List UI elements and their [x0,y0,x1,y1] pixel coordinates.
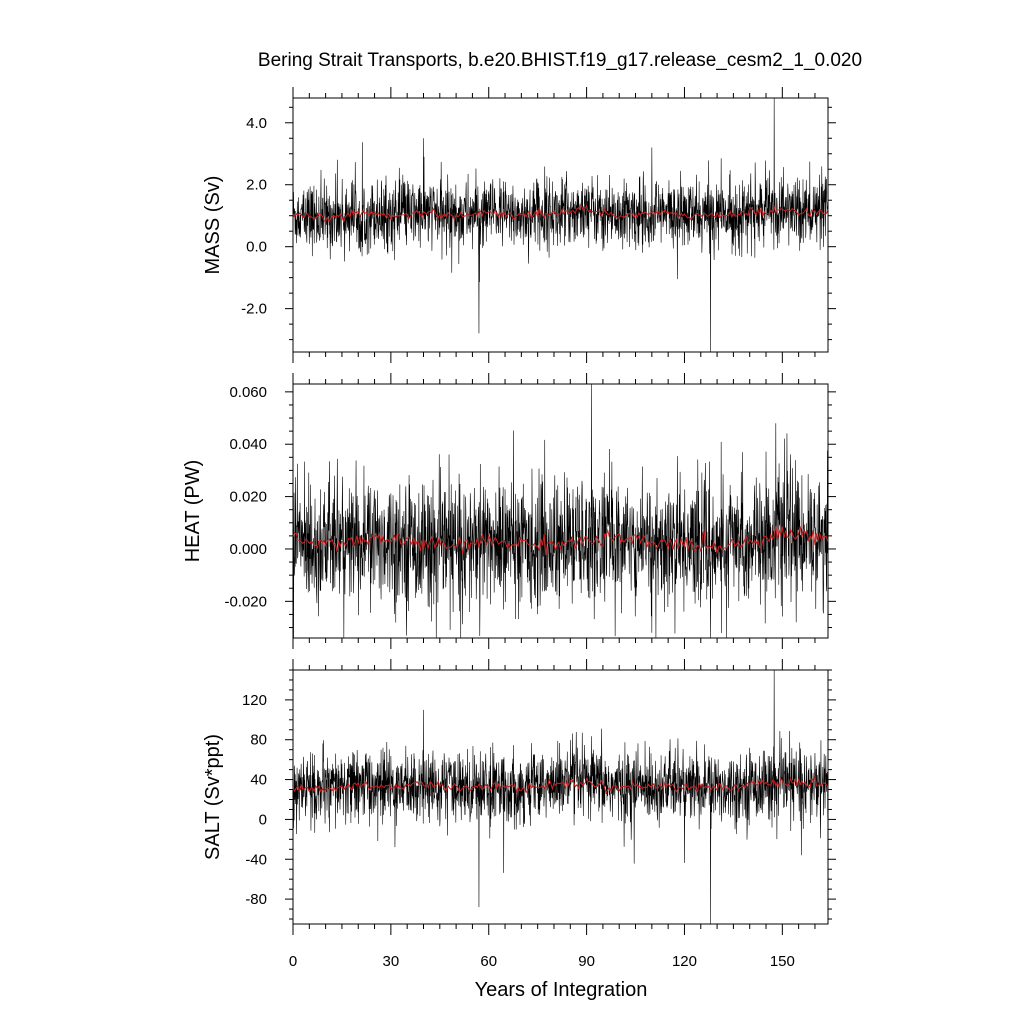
panel-mass-ylabel: MASS (Sv) [202,176,224,275]
panel-mass-ytick-label: 4.0 [246,115,267,132]
chart-title: Bering Strait Transports, b.e20.BHIST.f1… [258,50,862,71]
panel-salt-ytick-label: 120 [242,692,267,709]
panel-heat-ytick-label: -0.020 [224,593,267,610]
xtick-label: 150 [770,953,795,970]
panel-mass-ytick-label: 2.0 [246,177,267,194]
panel-salt-ytick-label: -40 [245,851,267,868]
panel-salt: SALT (Sv*ppt) 120 80 40 0 -40 -80 0 30 60 90 120 15… [202,659,836,970]
panel-salt-ylabel: SALT (Sv*ppt) [202,734,224,860]
xtick-label: 30 [383,953,400,970]
panel-mass-frame [292,97,829,353]
panel-salt-monthly-series [292,669,829,925]
panel-salt-ytick-label: -80 [245,891,267,908]
panel-heat-ytick-label: 0.020 [229,489,267,506]
panel-heat-ylabel: HEAT (PW) [182,460,204,563]
panel-mass-ytick-label: -2.0 [241,301,267,318]
xtick-label: 90 [578,953,595,970]
panel-mass-annual-mean-series [292,204,829,223]
panel-mass-monthly-series [292,97,829,353]
panel-heat-ytick-label: 0.060 [229,384,267,401]
xtick-label: 60 [480,953,497,970]
panel-heat-ytick-label: 0.040 [229,436,267,453]
panel-heat-annual-mean-series [292,525,829,556]
panel-salt-ytick-label: 40 [250,772,267,789]
panel-heat-ytick-label: 0.000 [229,541,267,558]
xtick-label: 0 [289,953,297,970]
panel-salt-ytick-label: 80 [250,732,267,749]
panel-mass: MASS (Sv) 4.0 2.0 0.0 -2.0 [202,87,836,363]
panel-salt-ytick-label: 0 [259,811,267,828]
x-axis-label: Years of Integration [475,979,648,1001]
xtick-label: 120 [672,953,697,970]
panel-salt-annual-mean-series [292,775,829,795]
panel-mass-ytick-label: 0.0 [246,239,267,256]
panel-heat-monthly-series [292,383,829,639]
panel-heat-frame [292,383,829,639]
panel-heat: HEAT (PW) 0.060 0.040 0.020 0.000 -0.020 [182,373,836,649]
